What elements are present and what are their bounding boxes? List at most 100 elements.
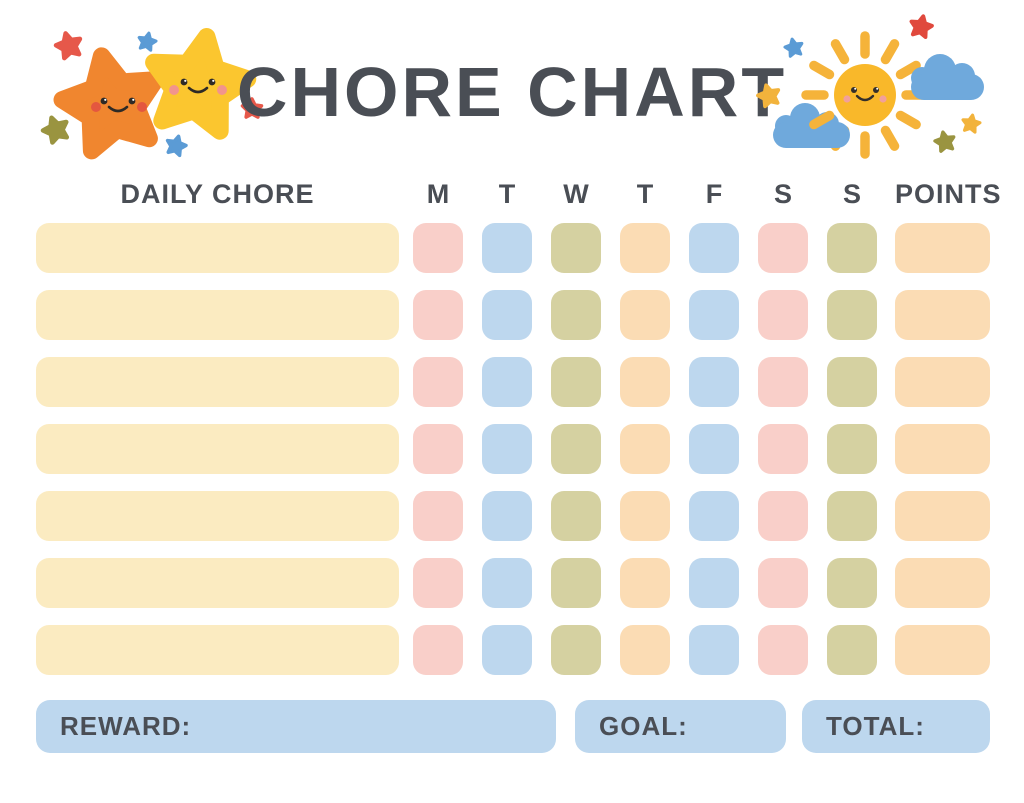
chore-name-cell[interactable] [36, 223, 399, 273]
day-checkbox-cell[interactable] [689, 491, 739, 541]
points-header: POINTS [895, 178, 1002, 209]
day-header: T [498, 178, 516, 209]
sun-ray-icon [809, 110, 835, 130]
day-checkbox-cell[interactable] [413, 558, 463, 608]
chore-name-cell[interactable] [36, 491, 399, 541]
day-cells [413, 491, 877, 541]
sun-face [843, 87, 887, 103]
day-checkbox-cell[interactable] [689, 223, 739, 273]
day-checkbox-cell[interactable] [689, 625, 739, 675]
points-cell[interactable] [895, 558, 990, 608]
day-checkbox-cell[interactable] [827, 491, 877, 541]
day-checkbox-cell[interactable] [620, 558, 670, 608]
points-cell[interactable] [895, 357, 990, 407]
day-checkbox-cell[interactable] [758, 625, 808, 675]
sun-clouds-illustration [748, 10, 998, 165]
day-checkbox-cell[interactable] [413, 223, 463, 273]
day-checkbox-cell[interactable] [482, 223, 532, 273]
chore-name-cell[interactable] [36, 625, 399, 675]
stars-illustration [28, 14, 268, 169]
small-blue-star-icon [135, 29, 159, 53]
day-checkbox-cell[interactable] [758, 357, 808, 407]
day-header: S [842, 178, 861, 209]
total-label: TOTAL: [826, 711, 925, 741]
day-checkbox-cell[interactable] [689, 558, 739, 608]
chore-name-cell[interactable] [36, 290, 399, 340]
points-cell[interactable] [895, 424, 990, 474]
chore-row [36, 290, 990, 340]
day-checkbox-cell[interactable] [551, 290, 601, 340]
day-cells [413, 357, 877, 407]
day-checkbox-cell[interactable] [827, 357, 877, 407]
day-checkbox-cell[interactable] [413, 625, 463, 675]
day-checkbox-cell[interactable] [482, 424, 532, 474]
day-checkbox-cell[interactable] [551, 223, 601, 273]
table-header: DAILY CHORE M T W T F S S POINTS [36, 176, 1002, 212]
day-cells [413, 290, 877, 340]
day-checkbox-cell[interactable] [620, 625, 670, 675]
day-checkbox-cell[interactable] [827, 424, 877, 474]
page-title: CHORE CHART [236, 53, 788, 131]
day-checkbox-cell[interactable] [689, 357, 739, 407]
day-checkbox-cell[interactable] [413, 424, 463, 474]
day-cells [413, 424, 877, 474]
chore-name-cell[interactable] [36, 357, 399, 407]
day-checkbox-cell[interactable] [827, 223, 877, 273]
daily-chore-header: DAILY CHORE [120, 178, 315, 209]
day-checkbox-cell[interactable] [758, 290, 808, 340]
day-checkbox-cell[interactable] [620, 357, 670, 407]
day-checkbox-cell[interactable] [620, 491, 670, 541]
points-cell[interactable] [895, 223, 990, 273]
day-checkbox-cell[interactable] [413, 357, 463, 407]
day-checkbox-cell[interactable] [551, 491, 601, 541]
points-cell[interactable] [895, 491, 990, 541]
small-olive-star-icon [931, 128, 958, 154]
day-checkbox-cell[interactable] [758, 424, 808, 474]
goal-box[interactable]: GOAL: [575, 700, 786, 753]
day-checkbox-cell[interactable] [482, 625, 532, 675]
reward-box[interactable]: REWARD: [36, 700, 556, 753]
sun-icon [834, 64, 896, 126]
points-cell[interactable] [895, 290, 990, 340]
chore-grid [36, 223, 990, 692]
total-box[interactable]: TOTAL: [802, 700, 990, 753]
day-checkbox-cell[interactable] [758, 491, 808, 541]
day-checkbox-cell[interactable] [413, 290, 463, 340]
small-blue-star-icon [162, 132, 190, 159]
day-checkbox-cell[interactable] [482, 290, 532, 340]
day-checkbox-cell[interactable] [689, 424, 739, 474]
stars-illustration-svg [28, 14, 264, 164]
day-checkbox-cell[interactable] [551, 424, 601, 474]
day-cells [413, 558, 877, 608]
day-header: F [705, 178, 723, 209]
chore-row [36, 223, 990, 273]
day-checkbox-cell[interactable] [827, 290, 877, 340]
sun-clouds-illustration-svg [754, 12, 984, 159]
chore-row [36, 357, 990, 407]
chore-row [36, 424, 990, 474]
day-checkbox-cell[interactable] [620, 424, 670, 474]
day-checkbox-cell[interactable] [758, 223, 808, 273]
day-checkbox-cell[interactable] [689, 290, 739, 340]
yellow-star-face [169, 78, 227, 95]
day-checkbox-cell[interactable] [482, 558, 532, 608]
day-checkbox-cell[interactable] [620, 223, 670, 273]
day-checkbox-cell[interactable] [551, 357, 601, 407]
points-cell[interactable] [895, 625, 990, 675]
chore-name-cell[interactable] [36, 424, 399, 474]
day-checkbox-cell[interactable] [758, 558, 808, 608]
day-checkbox-cell[interactable] [482, 357, 532, 407]
day-checkbox-cell[interactable] [827, 558, 877, 608]
day-checkbox-cell[interactable] [551, 558, 601, 608]
day-checkbox-cell[interactable] [827, 625, 877, 675]
day-checkbox-cell[interactable] [413, 491, 463, 541]
day-checkbox-cell[interactable] [620, 290, 670, 340]
chore-name-cell[interactable] [36, 558, 399, 608]
day-checkbox-cell[interactable] [482, 491, 532, 541]
small-blue-star-icon [782, 35, 806, 59]
chore-row [36, 625, 990, 675]
chore-row [36, 491, 990, 541]
day-checkbox-cell[interactable] [551, 625, 601, 675]
